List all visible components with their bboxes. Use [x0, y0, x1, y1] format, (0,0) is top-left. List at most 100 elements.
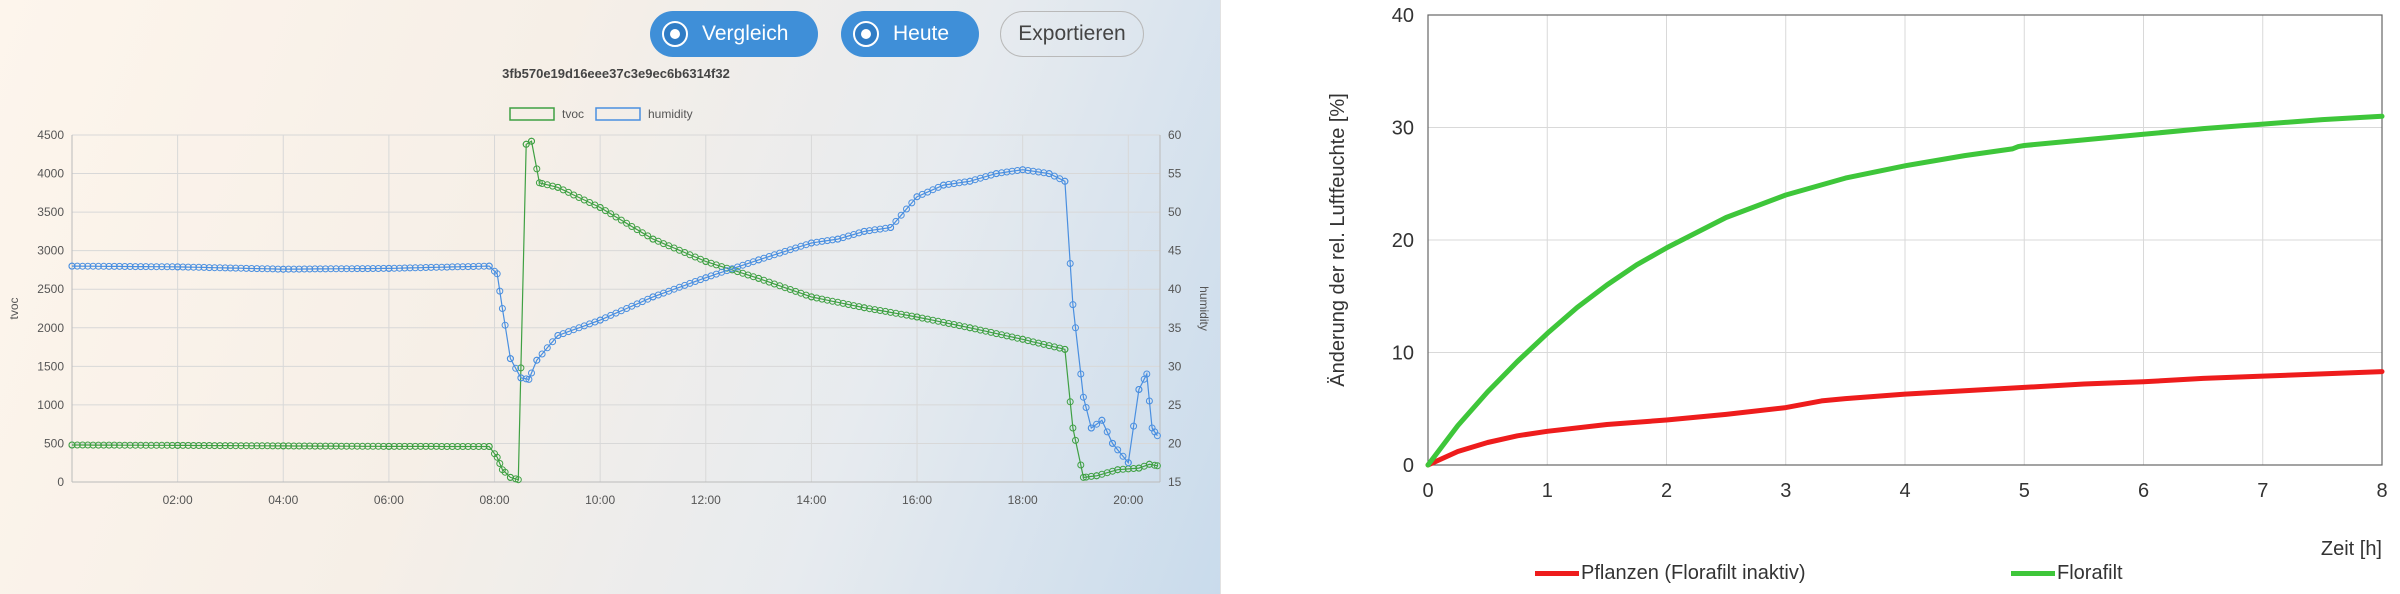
data-point-tvoc	[153, 441, 160, 449]
data-point-tvoc	[860, 304, 868, 312]
data-point-tvoc	[1087, 472, 1095, 480]
data-point-humidity	[237, 264, 245, 272]
data-point-tvoc	[596, 204, 604, 211]
data-point-humidity	[1061, 177, 1069, 185]
data-point-tvoc	[807, 293, 815, 301]
data-point-tvoc	[327, 442, 335, 450]
data-point-humidity	[512, 364, 520, 372]
data-point-humidity	[876, 225, 884, 233]
data-point-tvoc	[908, 312, 916, 320]
data-point-tvoc	[1072, 436, 1079, 444]
data-point-humidity	[153, 263, 160, 271]
data-point-humidity	[110, 262, 118, 270]
data-point-tvoc	[105, 441, 113, 449]
data-point-tvoc	[998, 331, 1006, 339]
data-point-humidity	[311, 265, 319, 273]
data-point-humidity	[887, 224, 895, 231]
data-point-humidity	[945, 180, 953, 188]
data-point-tvoc	[369, 442, 377, 450]
data-point-tvoc	[306, 442, 314, 450]
data-point-tvoc	[955, 322, 963, 330]
data-point-tvoc	[390, 442, 398, 450]
data-point-tvoc	[263, 442, 271, 450]
data-point-tvoc	[475, 443, 483, 450]
data-point-tvoc	[279, 442, 287, 450]
data-point-tvoc	[1069, 424, 1077, 432]
compare-toggle-button[interactable]: Vergleich	[650, 11, 818, 57]
plot-frame	[1427, 14, 2383, 466]
data-point-humidity	[126, 263, 134, 270]
data-point-humidity	[506, 355, 514, 363]
data-point-humidity	[549, 338, 557, 346]
data-point-tvoc	[300, 442, 308, 450]
data-point-humidity	[493, 270, 501, 278]
data-point-humidity	[475, 262, 483, 270]
data-point-tvoc	[480, 443, 488, 450]
legend-swatch-humidity	[595, 107, 641, 121]
x-tick-label: 02:00	[163, 493, 193, 507]
data-point-humidity	[422, 264, 430, 271]
y-left-tick-label: 1500	[37, 359, 64, 373]
legend-label-florafilt: Florafilt	[2057, 562, 2123, 584]
y-right-tick-label: 25	[1168, 398, 1182, 412]
data-point-tvoc	[168, 441, 176, 449]
data-point-humidity	[1124, 459, 1132, 467]
data-point-tvoc	[1079, 473, 1087, 481]
data-point-tvoc	[353, 442, 361, 450]
today-toggle-button[interactable]: Heute	[841, 11, 979, 57]
data-point-humidity	[337, 265, 345, 273]
data-point-humidity	[813, 238, 821, 246]
y-tick-label: 40	[1392, 5, 1414, 27]
data-point-humidity	[216, 264, 224, 272]
data-point-tvoc	[934, 317, 942, 325]
data-point-humidity	[1079, 393, 1087, 401]
legend-swatch-florafilt	[2011, 571, 2055, 576]
data-point-tvoc	[126, 441, 134, 449]
data-point-humidity	[184, 263, 192, 271]
data-point-humidity	[538, 350, 546, 358]
data-point-tvoc	[221, 442, 229, 450]
y-left-tick-label: 4500	[37, 128, 64, 142]
data-point-humidity	[1072, 324, 1079, 332]
data-point-tvoc	[1153, 462, 1161, 470]
data-point-tvoc	[110, 441, 118, 449]
data-point-humidity	[401, 264, 409, 272]
data-point-tvoc	[417, 442, 425, 450]
data-point-humidity	[459, 263, 467, 271]
data-point-tvoc	[464, 443, 472, 450]
data-point-tvoc	[322, 442, 329, 450]
data-point-tvoc	[205, 442, 213, 449]
data-point-tvoc	[1066, 398, 1074, 406]
radio-icon	[853, 21, 879, 47]
data-point-humidity	[116, 262, 123, 270]
data-point-tvoc	[147, 441, 155, 449]
data-point-tvoc	[887, 308, 895, 316]
data-point-humidity	[992, 170, 1000, 178]
legend-swatch-tvoc	[509, 107, 555, 121]
export-button[interactable]: Exportieren	[1000, 11, 1144, 57]
data-point-tvoc	[396, 442, 403, 450]
data-point-humidity	[359, 265, 366, 273]
x-tick-label: 20:00	[1113, 493, 1143, 507]
data-point-humidity	[950, 180, 958, 188]
data-point-humidity	[290, 265, 298, 273]
data-point-humidity	[892, 217, 900, 225]
data-point-tvoc	[116, 441, 123, 449]
data-point-tvoc	[1061, 345, 1069, 353]
data-point-tvoc	[522, 140, 530, 148]
data-point-humidity	[860, 227, 868, 235]
data-point-tvoc	[501, 468, 509, 476]
data-point-tvoc	[638, 229, 646, 237]
data-point-tvoc	[89, 441, 97, 449]
data-point-tvoc	[493, 453, 501, 461]
x-tick-label: 06:00	[374, 493, 404, 507]
data-point-humidity	[1087, 424, 1095, 432]
y-right-tick-label: 40	[1168, 282, 1182, 296]
data-point-tvoc	[961, 323, 969, 331]
data-point-tvoc	[142, 441, 150, 449]
legend-swatch-plants	[1535, 571, 1579, 576]
data-point-humidity	[316, 265, 324, 273]
data-point-humidity	[396, 264, 403, 272]
y-tick-label: 20	[1392, 230, 1414, 252]
y-right-axis-label: humidity	[1197, 286, 1211, 331]
